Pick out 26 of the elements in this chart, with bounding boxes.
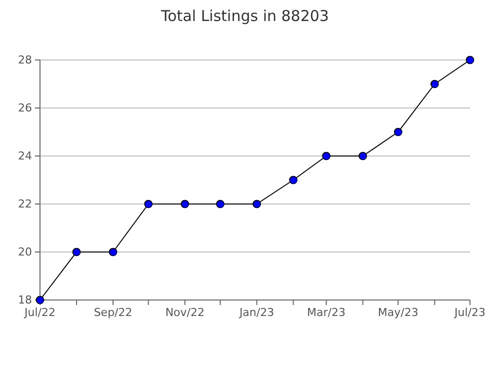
y-tick-label: 20 [18, 246, 32, 259]
point [289, 176, 298, 184]
x-tick-label: Mar/23 [307, 306, 346, 319]
point [72, 248, 81, 256]
point [358, 152, 367, 160]
point [180, 200, 190, 208]
y-tick-label: 18 [18, 294, 32, 307]
x-tick-label: Sep/22 [94, 306, 132, 319]
y-tick-label: 26 [18, 102, 32, 115]
point [252, 200, 261, 208]
y-tick-label: 22 [18, 198, 32, 211]
point [322, 152, 330, 160]
point [144, 200, 153, 208]
y-tick-label: 24 [18, 150, 32, 163]
x-tick-label: May/23 [378, 306, 418, 319]
point [108, 248, 118, 256]
x-tick-label: Jul/23 [454, 306, 486, 319]
point [430, 80, 439, 88]
x-tick-label: Jan/23 [238, 306, 274, 319]
x-tick-label: Nov/22 [165, 306, 204, 319]
point [394, 128, 402, 136]
y-tick-label: 28 [18, 54, 32, 67]
point [216, 200, 224, 208]
x-tick-label: Jul/22 [24, 306, 56, 319]
point [466, 56, 474, 64]
chart-title: Total Listings in 88203 [160, 7, 329, 25]
